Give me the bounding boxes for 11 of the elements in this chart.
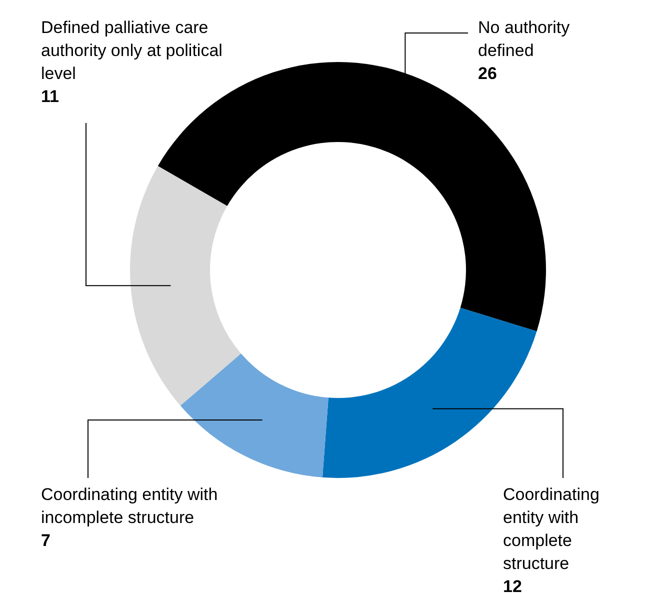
- donut-slice: [322, 308, 537, 478]
- donut-slice: [130, 166, 241, 406]
- slice-label: Defined palliative care authority only at political level: [41, 18, 222, 83]
- donut-slice: [180, 353, 328, 478]
- slice-label: Coordinating entity with incomplete structure: [41, 485, 218, 527]
- slice-label: Coordinating entity with complete structure: [503, 485, 600, 573]
- data-label: 12: [503, 577, 522, 593]
- slice-label: No authority defined: [478, 18, 570, 60]
- data-label: 7: [41, 531, 50, 550]
- data-label: 11: [41, 87, 59, 106]
- data-label: 26: [478, 64, 497, 83]
